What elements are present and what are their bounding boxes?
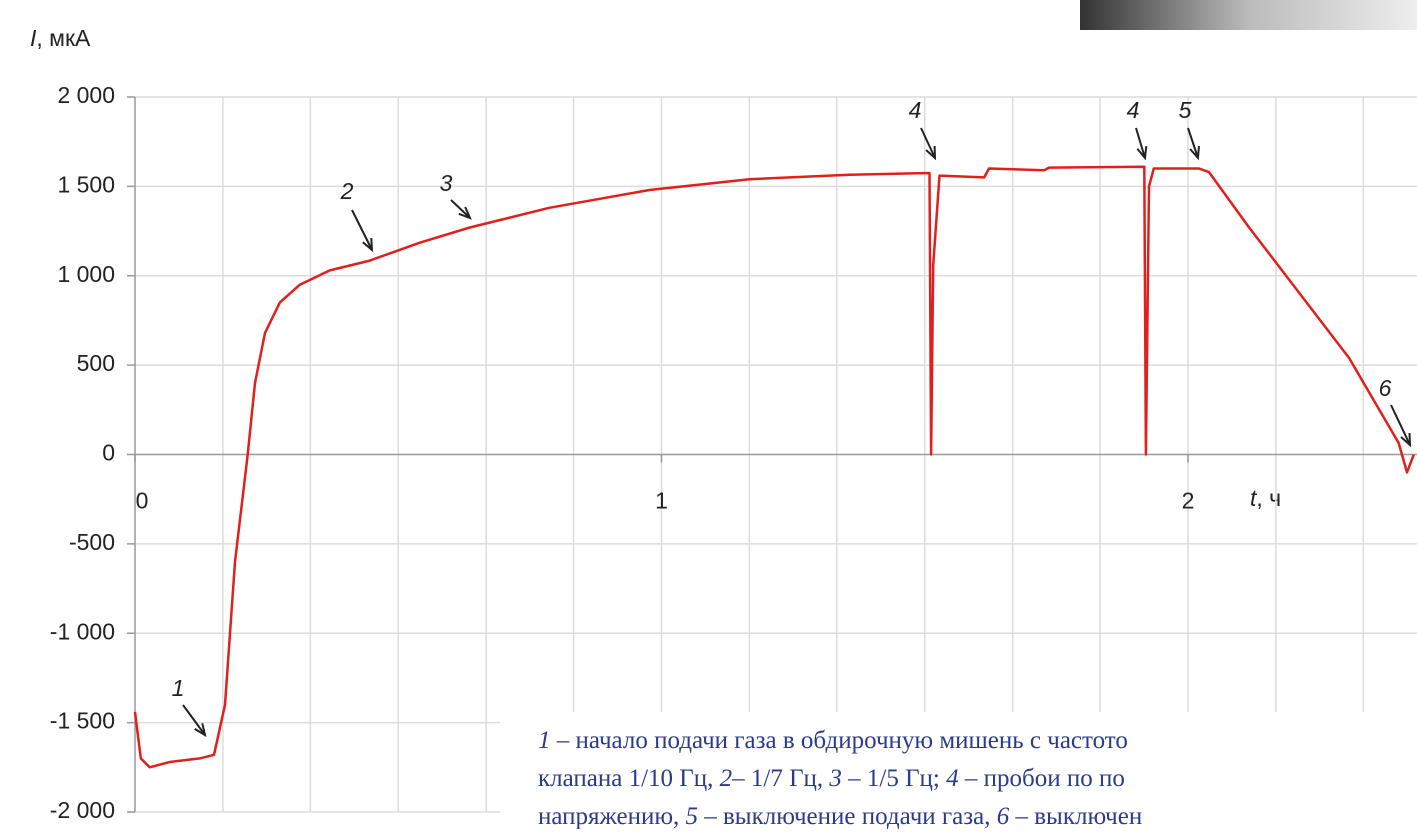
annotation-label: 4 [1127,97,1140,123]
caption-line: напряжению, 5 – выключение подачи газа, … [538,798,1417,829]
annotation-label: 4 [909,97,922,123]
caption-text: – пробои по по [958,765,1125,792]
caption-line: клапана 1/10 Гц, 2– 1/7 Гц, 3 – 1/5 Гц; … [538,760,1417,798]
annotation-arrowhead [194,723,207,738]
sep: , [1256,485,1269,511]
data-line [133,165,1415,769]
caption-text: 1 [538,727,551,754]
y-tick-label: -2 000 [50,797,115,823]
y-tick-label: -1 000 [50,618,115,644]
y-tick-label: -500 [69,529,115,555]
annotation-label: 6 [1379,375,1392,401]
annotation-arrowhead [1189,145,1200,161]
caption-text: 6 [996,803,1010,829]
y-tick-label: -1 500 [50,708,115,734]
y-tick-label: 500 [77,350,115,376]
caption-line: 1 – начало подачи газа в обдирочную мише… [538,722,1417,760]
annotation-label: 5 [1179,97,1192,123]
annotation-label: 1 [172,675,185,701]
y-tick-label: 2 000 [57,82,115,108]
annotation-arrow [1390,404,1411,446]
annotation-label: 2 [340,178,354,204]
annotation-arrowhead [362,237,374,253]
x-symbol: t [1250,485,1258,511]
caption-text: 2 [719,765,733,792]
annotation-label: 3 [440,170,453,196]
annotation-arrow [182,704,206,736]
y-tick-label: 1 500 [57,171,115,197]
caption-text: клапана 1/10 Гц, [538,765,720,792]
caption-text: – выключение подачи газа, [698,803,997,829]
y-unit: мкА [49,25,91,51]
caption: 1 – начало подачи газа в обдирочную мише… [500,712,1417,829]
caption-text: – 1/5 Гц; [841,765,947,792]
annotation-arrowhead [1136,145,1148,161]
sep: , [36,25,49,51]
x-tick-label: 1 [655,488,668,514]
photo-fragment [1080,0,1417,30]
caption-text: напряжению, [538,803,686,829]
annotation-arrow [351,209,373,251]
caption-text: – начало подачи газа в обдирочную мишень… [550,727,1128,754]
y-tick-label: 0 [102,440,115,466]
x-tick-label: 0 [136,488,149,514]
y-symbol: I [30,25,37,51]
annotation-arrow [920,127,936,159]
x-tick-label: 2 [1182,488,1195,514]
annotation-arrow [450,199,471,219]
annotation-arrow [1187,127,1199,159]
caption-text: 5 [685,803,699,829]
y-tick-label: 1 000 [57,261,115,287]
annotation-arrowhead [925,145,937,161]
annotation-arrowhead [1400,432,1412,448]
caption-text: 4 [946,765,959,792]
caption-text: – выключен [1009,803,1143,829]
caption-text: 3 [829,765,842,792]
y-axis-label: I, мкА [30,25,91,51]
annotation-arrowhead [458,206,472,220]
annotation-arrow [1135,127,1146,159]
caption-text: – 1/7 Гц, [732,765,830,792]
